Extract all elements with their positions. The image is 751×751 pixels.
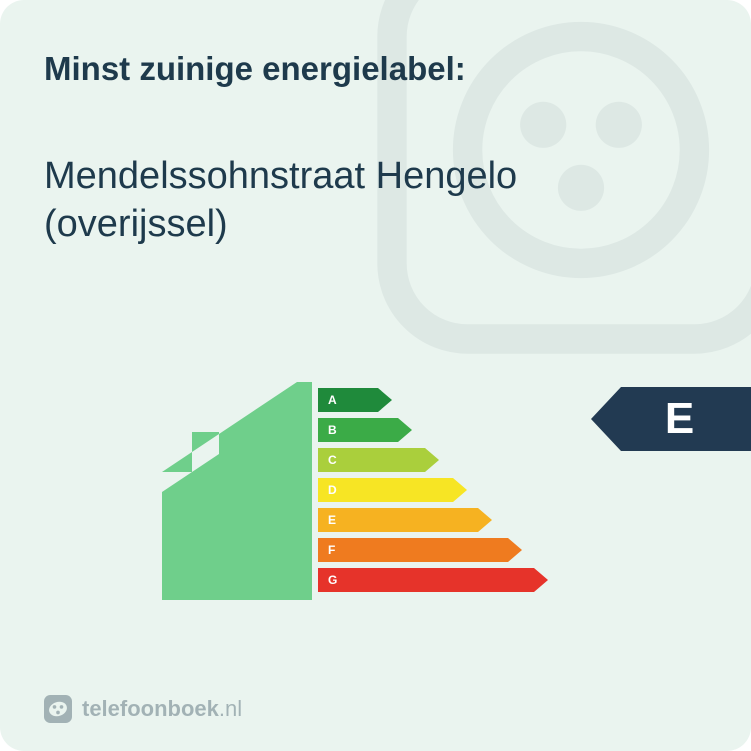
badge-arrow-icon: [591, 387, 621, 451]
energy-bar-b: B: [318, 415, 548, 445]
energy-bar-label: F: [318, 538, 508, 562]
energy-bar-label: E: [318, 508, 478, 532]
chevron-right-icon: [453, 478, 467, 502]
chevron-right-icon: [534, 568, 548, 592]
energy-bar-a: A: [318, 385, 548, 415]
energy-chart: ABCDEFG E: [0, 360, 751, 620]
energy-bar-label: A: [318, 388, 378, 412]
energy-bar-g: G: [318, 565, 548, 595]
chevron-right-icon: [508, 538, 522, 562]
footer-brand: telefoonboek.nl: [44, 695, 242, 723]
energy-bar-d: D: [318, 475, 548, 505]
house-icon: [162, 382, 312, 600]
brand-icon: [44, 695, 72, 723]
card-subtitle: Mendelssohnstraat Hengelo (overijssel): [44, 153, 707, 248]
brand-text: telefoonboek.nl: [82, 696, 242, 722]
energy-bar-f: F: [318, 535, 548, 565]
chevron-right-icon: [378, 388, 392, 412]
brand-tld: .nl: [219, 696, 242, 721]
brand-name: telefoonboek: [82, 696, 219, 721]
energy-label-card: Minst zuinige energielabel: Mendelssohns…: [0, 0, 751, 751]
energy-bar-label: C: [318, 448, 425, 472]
chevron-right-icon: [425, 448, 439, 472]
selected-label-badge: E: [591, 387, 751, 451]
chevron-right-icon: [478, 508, 492, 532]
chevron-right-icon: [398, 418, 412, 442]
energy-bar-c: C: [318, 445, 548, 475]
energy-bar-label: B: [318, 418, 398, 442]
card-title: Minst zuinige energielabel:: [44, 48, 707, 89]
energy-bars: ABCDEFG: [318, 385, 548, 595]
energy-bar-label: G: [318, 568, 534, 592]
energy-bar-e: E: [318, 505, 548, 535]
energy-bar-label: D: [318, 478, 453, 502]
badge-letter: E: [621, 387, 751, 451]
